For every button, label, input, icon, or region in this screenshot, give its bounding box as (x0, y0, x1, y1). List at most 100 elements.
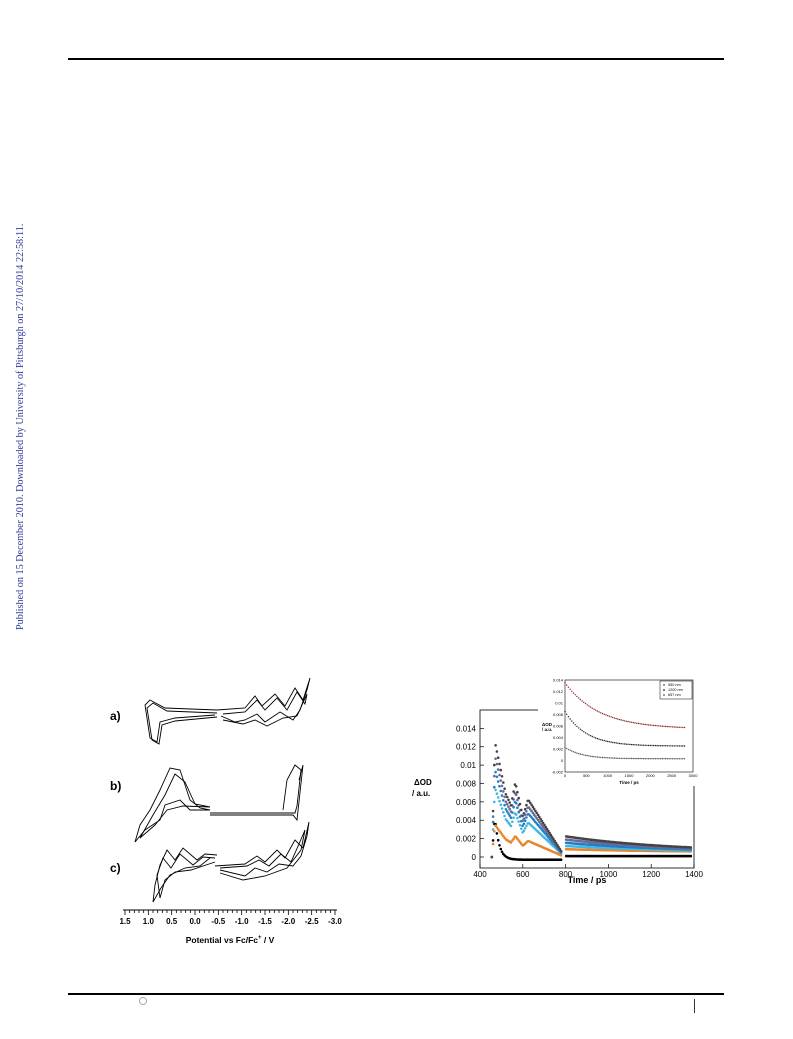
data-point (534, 815, 537, 818)
data-point (503, 795, 506, 799)
data-point (518, 802, 522, 806)
data-point (516, 806, 519, 809)
inset-data-point (610, 716, 612, 718)
inset-data-point (641, 723, 643, 725)
inset-data-point (574, 751, 576, 754)
panel-label-c: c) (110, 861, 121, 875)
data-point (491, 815, 495, 818)
potential-tick-label: -2.5 (305, 917, 319, 926)
inset-data-point (603, 739, 605, 742)
inset-data-point (668, 758, 670, 760)
inset-data-point (576, 725, 578, 728)
inset-data-point (682, 726, 684, 729)
inset-data-point (586, 704, 588, 706)
inset-data-point (600, 756, 602, 759)
x-tick-label: 1200 (642, 870, 660, 879)
inset-data-point (637, 722, 640, 725)
data-point (514, 785, 518, 788)
panel-label-a: a) (110, 709, 121, 723)
data-point (499, 789, 503, 793)
data-point (520, 808, 523, 812)
data-point (523, 807, 527, 811)
x-tick-label: 400 (473, 870, 487, 879)
potential-tick-label: -2.0 (281, 917, 295, 926)
inset-data-point (642, 744, 645, 746)
data-point (543, 827, 546, 830)
inset-data-point (598, 711, 600, 713)
data-point (556, 843, 559, 847)
data-point (518, 823, 522, 827)
inset-data-point (682, 758, 684, 760)
data-point (491, 839, 495, 842)
inset-data-point (574, 724, 576, 726)
inset-data-point (632, 721, 634, 724)
data-point (514, 813, 518, 816)
inset-data-point (596, 737, 599, 740)
inset-data-point (663, 758, 665, 760)
inset-data-point (600, 712, 602, 714)
data-point (547, 829, 550, 833)
data-point (522, 822, 526, 826)
inset-data-point (581, 700, 583, 702)
data-point (527, 806, 531, 809)
inset-data-point (678, 726, 680, 728)
inset-data-point (644, 723, 646, 726)
potential-axis: 1.5 1.0 0.5 0.0 -0.5 -1.0 -1.5 -2.0 -2.5 -3.0 Pot… (119, 909, 342, 945)
data-point (512, 837, 515, 840)
data-point (521, 819, 524, 822)
data-point (499, 779, 503, 782)
inset-data-point (665, 758, 667, 760)
inset-data-point (654, 744, 657, 747)
inset-data-point (605, 740, 607, 742)
inset-data-point (564, 682, 566, 684)
inset-data-point (663, 725, 665, 727)
inset-data-point (636, 757, 638, 760)
inset-data-point (653, 724, 655, 727)
data-point (517, 820, 520, 823)
data-point (502, 811, 505, 814)
data-point (507, 798, 510, 802)
inset-y-label-unit: / a.u. (542, 727, 552, 732)
inset-data-point (641, 744, 643, 746)
inset-data-point (615, 717, 617, 720)
inset-data-point (680, 758, 682, 760)
data-point (554, 841, 558, 845)
data-point (504, 808, 508, 811)
inset-data-point (668, 745, 670, 747)
inset-data-point (571, 720, 573, 722)
inset-data-point (598, 756, 600, 758)
inset-data-point (608, 715, 611, 717)
data-point (505, 802, 509, 806)
potential-tick-label: -3.0 (328, 917, 342, 926)
data-point (493, 785, 496, 789)
data-point (538, 815, 541, 819)
inset-data-point (639, 744, 641, 746)
data-point (509, 841, 513, 844)
inset-data-point (661, 745, 663, 747)
inset-data-point (676, 758, 679, 760)
inset-data-point (593, 756, 595, 758)
data-point (508, 801, 511, 804)
inset-data-point (653, 744, 655, 747)
data-point (512, 790, 515, 793)
potential-axis-label: Potential vs Fc/Fc+ / V (186, 935, 275, 945)
inset-data-point (673, 758, 675, 760)
data-point (529, 801, 532, 805)
inset-data-point (593, 736, 595, 738)
data-point (493, 763, 496, 767)
data-point (514, 801, 518, 805)
inset-data-point (569, 688, 571, 690)
data-point (509, 804, 513, 807)
inset-data-point (564, 710, 566, 713)
inset-data-point (636, 744, 638, 746)
inset-data-point (659, 745, 662, 747)
inset-data-point (651, 758, 653, 760)
inset-data-point (620, 743, 622, 745)
inset-data-point (596, 756, 599, 758)
inset-data-point (644, 758, 646, 760)
data-point (491, 809, 495, 813)
inset-data-point (615, 742, 617, 744)
data-point (523, 819, 527, 822)
data-point (525, 824, 528, 828)
data-point (496, 756, 500, 759)
